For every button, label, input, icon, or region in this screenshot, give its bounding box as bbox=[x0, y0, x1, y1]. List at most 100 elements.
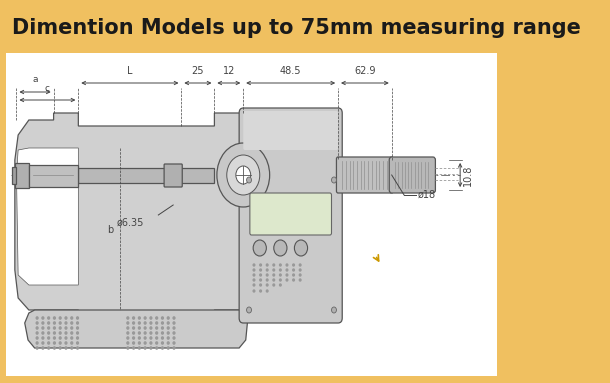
Circle shape bbox=[71, 337, 73, 339]
Circle shape bbox=[150, 322, 152, 324]
Bar bbox=[12, 167, 16, 184]
Circle shape bbox=[48, 327, 49, 329]
Polygon shape bbox=[25, 310, 248, 348]
Circle shape bbox=[260, 284, 262, 286]
Circle shape bbox=[71, 347, 73, 349]
Text: a: a bbox=[32, 75, 38, 84]
Circle shape bbox=[253, 279, 255, 281]
Circle shape bbox=[253, 264, 255, 266]
Circle shape bbox=[300, 279, 301, 281]
Circle shape bbox=[273, 279, 274, 281]
Circle shape bbox=[162, 332, 163, 334]
Circle shape bbox=[77, 322, 79, 324]
Circle shape bbox=[260, 290, 262, 292]
Circle shape bbox=[236, 166, 251, 184]
Circle shape bbox=[133, 322, 134, 324]
Circle shape bbox=[77, 317, 79, 319]
Circle shape bbox=[253, 290, 255, 292]
Circle shape bbox=[173, 322, 175, 324]
Circle shape bbox=[54, 347, 56, 349]
Circle shape bbox=[138, 347, 140, 349]
Circle shape bbox=[48, 322, 49, 324]
Circle shape bbox=[260, 269, 262, 271]
Circle shape bbox=[133, 317, 134, 319]
Text: c: c bbox=[45, 84, 50, 93]
Circle shape bbox=[42, 322, 44, 324]
Circle shape bbox=[260, 264, 262, 266]
Circle shape bbox=[286, 274, 288, 276]
Circle shape bbox=[150, 332, 152, 334]
Circle shape bbox=[300, 269, 301, 271]
Circle shape bbox=[138, 322, 140, 324]
FancyBboxPatch shape bbox=[337, 157, 393, 193]
Circle shape bbox=[36, 317, 38, 319]
Circle shape bbox=[48, 337, 49, 339]
Circle shape bbox=[331, 177, 337, 183]
Circle shape bbox=[144, 347, 146, 349]
Text: 12: 12 bbox=[223, 66, 235, 76]
Circle shape bbox=[162, 347, 163, 349]
Circle shape bbox=[144, 322, 146, 324]
Circle shape bbox=[167, 317, 169, 319]
Circle shape bbox=[150, 337, 152, 339]
Bar bbox=[0, 0, 503, 50]
Circle shape bbox=[253, 240, 267, 256]
Circle shape bbox=[167, 337, 169, 339]
Circle shape bbox=[36, 342, 38, 344]
Circle shape bbox=[133, 332, 134, 334]
Circle shape bbox=[36, 337, 38, 339]
Circle shape bbox=[167, 327, 169, 329]
Circle shape bbox=[173, 332, 175, 334]
Circle shape bbox=[144, 332, 146, 334]
Circle shape bbox=[273, 264, 274, 266]
Circle shape bbox=[156, 337, 157, 339]
Circle shape bbox=[217, 143, 270, 207]
Circle shape bbox=[150, 347, 152, 349]
Circle shape bbox=[286, 264, 288, 266]
Circle shape bbox=[54, 327, 56, 329]
Bar bbox=[15, 163, 29, 188]
Circle shape bbox=[54, 342, 56, 344]
Circle shape bbox=[133, 327, 134, 329]
Circle shape bbox=[227, 155, 260, 195]
Circle shape bbox=[150, 342, 152, 344]
Circle shape bbox=[260, 279, 262, 281]
Circle shape bbox=[48, 342, 49, 344]
Circle shape bbox=[65, 327, 67, 329]
Circle shape bbox=[267, 290, 268, 292]
Circle shape bbox=[300, 274, 301, 276]
Circle shape bbox=[59, 317, 61, 319]
Circle shape bbox=[48, 317, 49, 319]
Circle shape bbox=[173, 342, 175, 344]
Circle shape bbox=[59, 342, 61, 344]
Circle shape bbox=[267, 284, 268, 286]
Bar bbox=[5, 53, 497, 376]
Circle shape bbox=[59, 332, 61, 334]
FancyBboxPatch shape bbox=[389, 157, 436, 193]
Circle shape bbox=[138, 337, 140, 339]
Circle shape bbox=[65, 337, 67, 339]
Circle shape bbox=[162, 317, 163, 319]
Text: ø6.35: ø6.35 bbox=[117, 218, 144, 228]
Polygon shape bbox=[15, 113, 256, 323]
Circle shape bbox=[279, 264, 281, 266]
Circle shape bbox=[42, 342, 44, 344]
Circle shape bbox=[293, 264, 295, 266]
Circle shape bbox=[71, 327, 73, 329]
Circle shape bbox=[156, 327, 157, 329]
Circle shape bbox=[54, 337, 56, 339]
Circle shape bbox=[162, 342, 163, 344]
Circle shape bbox=[150, 327, 152, 329]
Circle shape bbox=[279, 269, 281, 271]
Circle shape bbox=[42, 327, 44, 329]
FancyBboxPatch shape bbox=[243, 111, 338, 150]
Circle shape bbox=[127, 327, 129, 329]
Circle shape bbox=[274, 240, 287, 256]
Circle shape bbox=[293, 274, 295, 276]
Circle shape bbox=[71, 317, 73, 319]
Circle shape bbox=[253, 274, 255, 276]
Circle shape bbox=[54, 317, 56, 319]
Circle shape bbox=[173, 317, 175, 319]
Circle shape bbox=[127, 322, 129, 324]
Circle shape bbox=[246, 177, 251, 183]
